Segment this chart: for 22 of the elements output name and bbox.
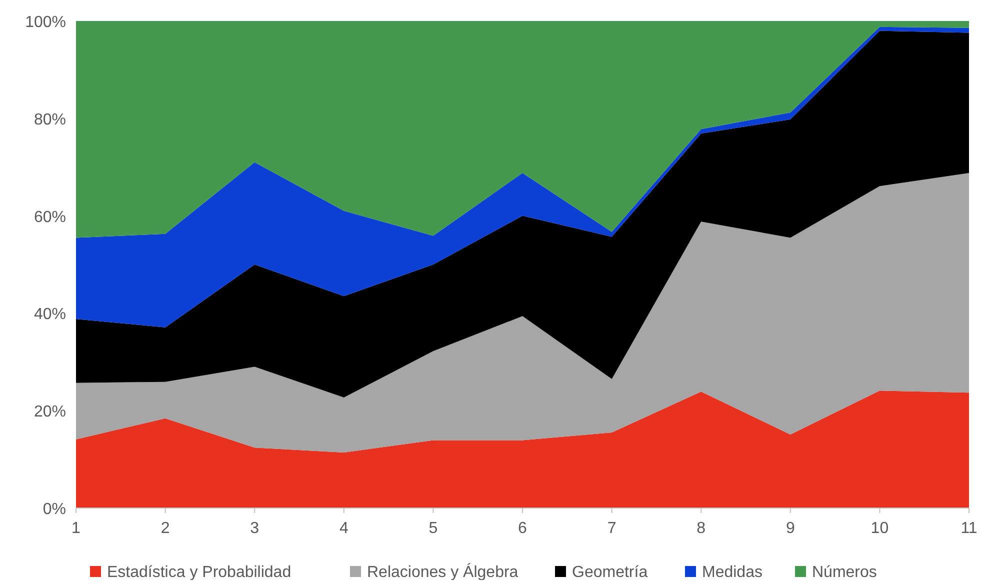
x-tick-label: 3 — [250, 520, 260, 537]
x-tick-label: 9 — [786, 520, 795, 537]
y-tick-label: 40% — [34, 306, 66, 324]
x-tick-label: 7 — [607, 520, 616, 537]
x-tick-label: 4 — [339, 520, 348, 537]
legend-label: Medidas — [702, 564, 762, 581]
y-tick-label: 100% — [25, 14, 66, 31]
y-tick-label: 60% — [34, 208, 66, 226]
legend-label: Números — [812, 564, 877, 581]
y-tick-label: 80% — [34, 111, 66, 128]
x-tick-label: 5 — [428, 520, 438, 537]
x-tick-label: 8 — [696, 520, 706, 537]
x-tick-label: 2 — [160, 520, 170, 537]
x-tick-label: 6 — [518, 520, 528, 537]
y-tick-label: 0% — [42, 501, 66, 518]
y-tick-label: 20% — [34, 404, 66, 421]
legend-label: Geometría — [572, 564, 648, 581]
legend-label: Relaciones y Álgebra — [367, 563, 518, 581]
legend-label: Estadística y Probabilidad — [107, 564, 292, 581]
x-tick-label: 1 — [72, 520, 81, 537]
x-tick-label: 10 — [870, 520, 889, 537]
x-tick-label: 11 — [960, 520, 978, 537]
